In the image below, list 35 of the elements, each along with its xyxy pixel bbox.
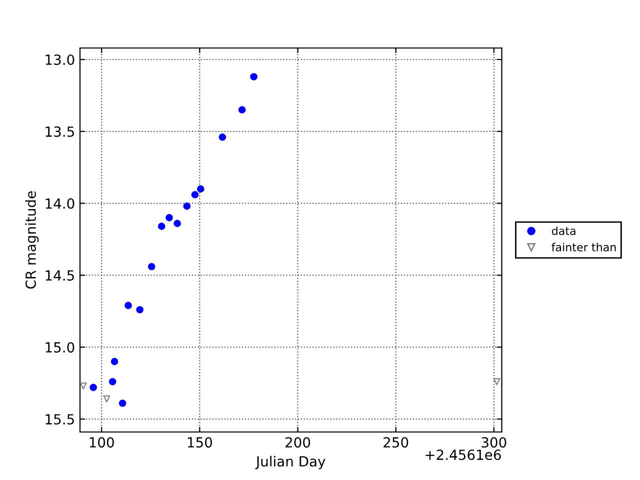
- point: [118, 400, 126, 407]
- point: [238, 106, 246, 114]
- y-tick-label: 13.5: [46, 126, 74, 137]
- point: [166, 214, 173, 222]
- point: [174, 220, 181, 228]
- legend-label: data: [552, 226, 576, 236]
- y-tick-label: 13.0: [46, 54, 74, 65]
- y-tick-label: 14.5: [46, 270, 74, 281]
- x-axis-title: Julian Day: [255, 456, 326, 470]
- point: [158, 222, 166, 230]
- x-tick-label: 300: [482, 437, 506, 448]
- point: [250, 73, 258, 80]
- legend-label: fainter than: [552, 242, 616, 252]
- x-tick-label: 250: [384, 437, 408, 448]
- y-tick-label: 15.0: [46, 342, 74, 353]
- y-tick-label: 15.5: [46, 414, 74, 425]
- y-axis-title: CR magnitude: [25, 191, 39, 289]
- point: [108, 378, 116, 386]
- point: [148, 262, 156, 270]
- point: [136, 306, 144, 314]
- point: [493, 378, 500, 386]
- y-tick-label: 14.0: [46, 198, 74, 209]
- point: [218, 134, 226, 141]
- text: +2.4561e6: [426, 450, 501, 460]
- point: [191, 191, 199, 198]
- point: [90, 384, 97, 392]
- x-tick-label: 150: [188, 437, 212, 448]
- point: [124, 302, 132, 310]
- x-tick-label: 200: [286, 437, 310, 448]
- x-tick-label: 100: [90, 437, 114, 448]
- point: [110, 358, 118, 366]
- point: [196, 185, 204, 193]
- point: [103, 395, 110, 402]
- point: [183, 202, 191, 210]
- point: [80, 382, 87, 390]
